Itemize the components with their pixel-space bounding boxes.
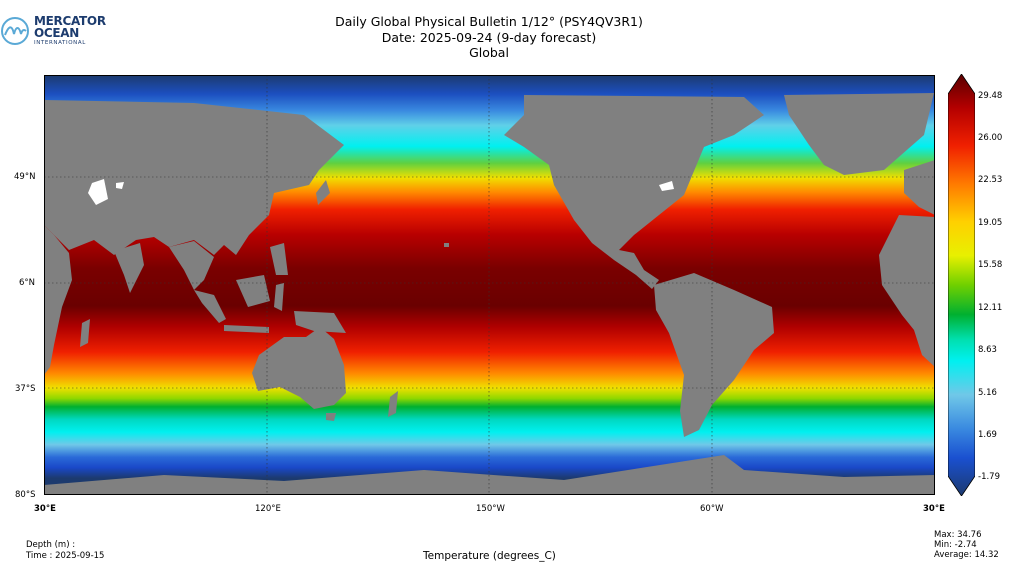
depth-time-info: Depth (m) : Time : 2025-09-15	[26, 540, 104, 562]
land-greenland	[784, 93, 934, 175]
lon-label-30e-right: 30°E	[923, 504, 945, 514]
land-sulawesi	[274, 283, 284, 311]
logo-line-3: INTERNATIONAL	[34, 40, 86, 46]
map-frame	[44, 75, 935, 495]
lon-label-30e-left: 30°E	[34, 504, 56, 514]
colorbar	[948, 74, 975, 496]
land-antarctica	[44, 455, 935, 495]
land-africa-west	[879, 215, 935, 367]
land-new-zealand	[388, 391, 398, 417]
title-line-3: Global	[469, 45, 509, 60]
variable-label: Temperature (degrees_C)	[423, 550, 556, 562]
title-line-1: Daily Global Physical Bulletin 1/12° (PS…	[335, 14, 643, 29]
logo-line-2: OCEAN	[34, 26, 80, 40]
mercator-wave-logo-icon	[1, 17, 29, 45]
lakes	[88, 179, 674, 205]
lon-label-150w: 150°W	[476, 504, 505, 514]
logo-text: MERCATOR OCEAN INTERNATIONAL	[34, 15, 106, 47]
land-north-america	[504, 95, 764, 289]
lat-label-80s: 80°S	[15, 490, 36, 500]
temperature-map	[44, 75, 935, 495]
colorbar-tick-9: -1.79	[978, 472, 1000, 482]
colorbar-tick-0: 29.48	[978, 91, 1003, 101]
land-south-america	[654, 273, 774, 437]
time-label: Time : 2025-09-15	[26, 551, 105, 561]
stat-max: Max: 34.76	[934, 530, 982, 540]
lon-label-120e: 120°E	[255, 504, 281, 514]
colorbar-tick-2: 22.53	[978, 175, 1003, 185]
land-philippines	[270, 243, 288, 275]
lat-label-6n: 6°N	[19, 278, 36, 288]
title-line-2: Date: 2025-09-24 (9-day forecast)	[381, 29, 597, 45]
map-gridlines	[44, 75, 935, 495]
colorbar-tick-3: 19.05	[978, 218, 1003, 228]
colorbar-tick-6: 8.63	[978, 345, 997, 355]
land-india	[114, 243, 144, 293]
lon-label-60w: 60°W	[700, 504, 724, 514]
land-new-guinea	[294, 311, 346, 333]
lat-label-37s: 37°S	[15, 384, 36, 394]
land-asia	[44, 100, 344, 255]
land-europe	[904, 160, 935, 215]
stat-average: Average: 14.32	[934, 550, 999, 560]
land-madagascar	[80, 319, 90, 347]
bulletin-title: Daily Global Physical Bulletin 1/12° (PS…	[289, 14, 689, 61]
lat-label-49n: 49°N	[14, 172, 36, 182]
land-australia	[252, 327, 346, 409]
statistics: Max: 34.76 Min: -2.74 Average: 14.32	[934, 530, 999, 560]
depth-label: Depth (m) :	[26, 540, 76, 550]
colorbar-tick-4: 15.58	[978, 260, 1003, 270]
colorbar-tick-5: 12.11	[978, 303, 1003, 313]
land-africa-east	[44, 225, 72, 375]
colorbar-tick-1: 26.00	[978, 133, 1003, 143]
land-indochina	[169, 241, 214, 290]
land-tasmania	[326, 413, 336, 421]
stat-min: Min: -2.74	[934, 540, 977, 550]
land-hawaii	[444, 243, 449, 247]
colorbar-tick-7: 5.16	[978, 388, 997, 398]
land-java	[224, 325, 269, 333]
logo-line-1: MERCATOR	[34, 14, 106, 28]
land-japan	[316, 180, 330, 205]
land-sumatra	[194, 290, 226, 323]
colorbar-tick-8: 1.69	[978, 430, 997, 440]
land-masses	[44, 93, 935, 495]
mercator-ocean-logo: MERCATOR OCEAN INTERNATIONAL	[0, 14, 110, 50]
